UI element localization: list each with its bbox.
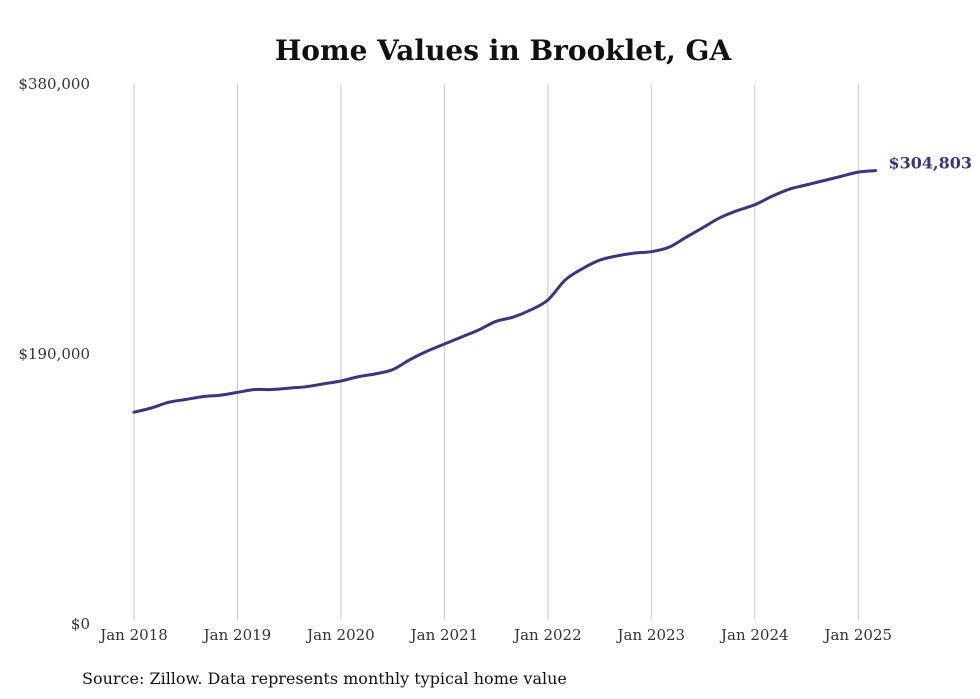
- x-tick-label: Jan 2020: [305, 626, 375, 644]
- series-line: [132, 169, 877, 414]
- source-note: Source: Zillow. Data represents monthly …: [82, 669, 567, 688]
- x-tick-label: Jan 2023: [616, 626, 686, 644]
- y-tick-label: $190,000: [18, 345, 90, 363]
- x-axis-ticks: Jan 2018 Jan 2019 Jan 2020 Jan 2021 Jan 2022…: [98, 626, 892, 644]
- series-layer: $304,803: [132, 154, 973, 414]
- x-tick-label: Jan 2018: [98, 626, 168, 644]
- end-value-label: $304,803: [889, 154, 973, 173]
- grid-lines: [133, 84, 859, 620]
- x-tick-label: Jan 2025: [822, 626, 892, 644]
- x-tick-label: Jan 2019: [202, 626, 272, 644]
- y-tick-label: $0: [71, 615, 90, 633]
- y-tick-label: $380,000: [18, 75, 90, 93]
- x-tick-label: Jan 2021: [409, 626, 479, 644]
- x-tick-label: Jan 2022: [512, 626, 582, 644]
- chart-title: Home Values in Brooklet, GA: [275, 34, 733, 67]
- x-tick-label: Jan 2024: [719, 626, 789, 644]
- y-axis-ticks: $380,000 $190,000 $0: [18, 75, 90, 633]
